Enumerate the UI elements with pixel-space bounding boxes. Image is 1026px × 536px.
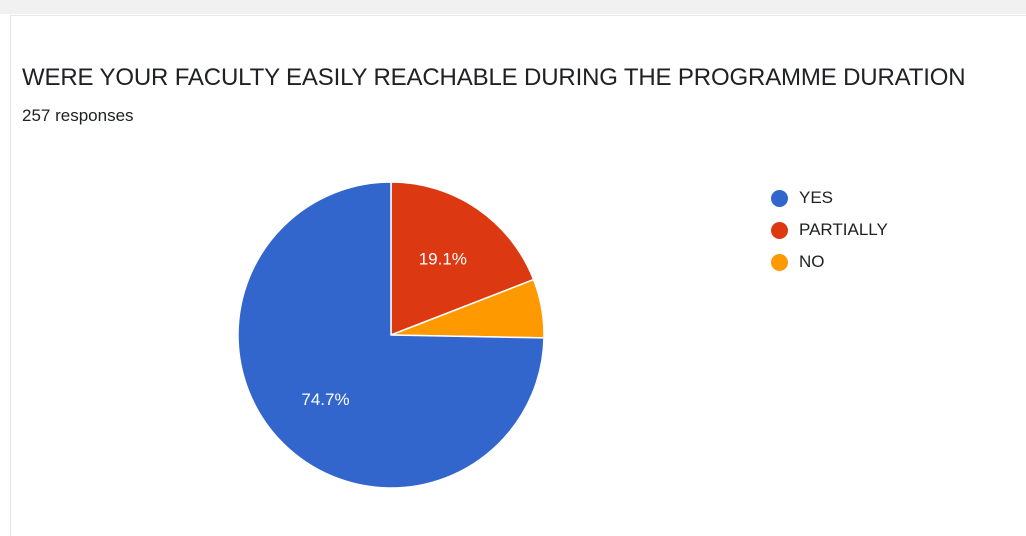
pie-slices <box>237 181 545 489</box>
pie-slice-yes[interactable] <box>237 181 545 489</box>
pie-slice-labels: 19.1% 74.7% <box>301 250 467 409</box>
chart-title: WERE YOUR FACULTY EASILY REACHABLE DURIN… <box>22 64 966 91</box>
legend-swatch-yes <box>771 189 788 207</box>
legend-label-yes: YES <box>799 188 834 207</box>
legend-item-partially[interactable]: PARTIALLY <box>771 214 888 246</box>
pie-slice-label-yes: 74.7% <box>301 390 349 409</box>
response-count: 257 responses <box>22 106 134 125</box>
legend-item-yes[interactable]: YES <box>771 182 888 214</box>
legend-item-no[interactable]: NO <box>771 246 888 278</box>
legend-label-no: NO <box>799 252 825 271</box>
pie-slice-partially[interactable] <box>390 181 535 336</box>
legend-swatch-partially <box>771 221 788 239</box>
pie-slice-label-partially: 19.1% <box>419 250 467 269</box>
legend-label-partially: PARTIALLY <box>799 220 888 239</box>
legend-swatch-no <box>771 253 788 271</box>
page-frame <box>0 0 1026 14</box>
legend: YES PARTIALLY NO <box>771 182 888 278</box>
